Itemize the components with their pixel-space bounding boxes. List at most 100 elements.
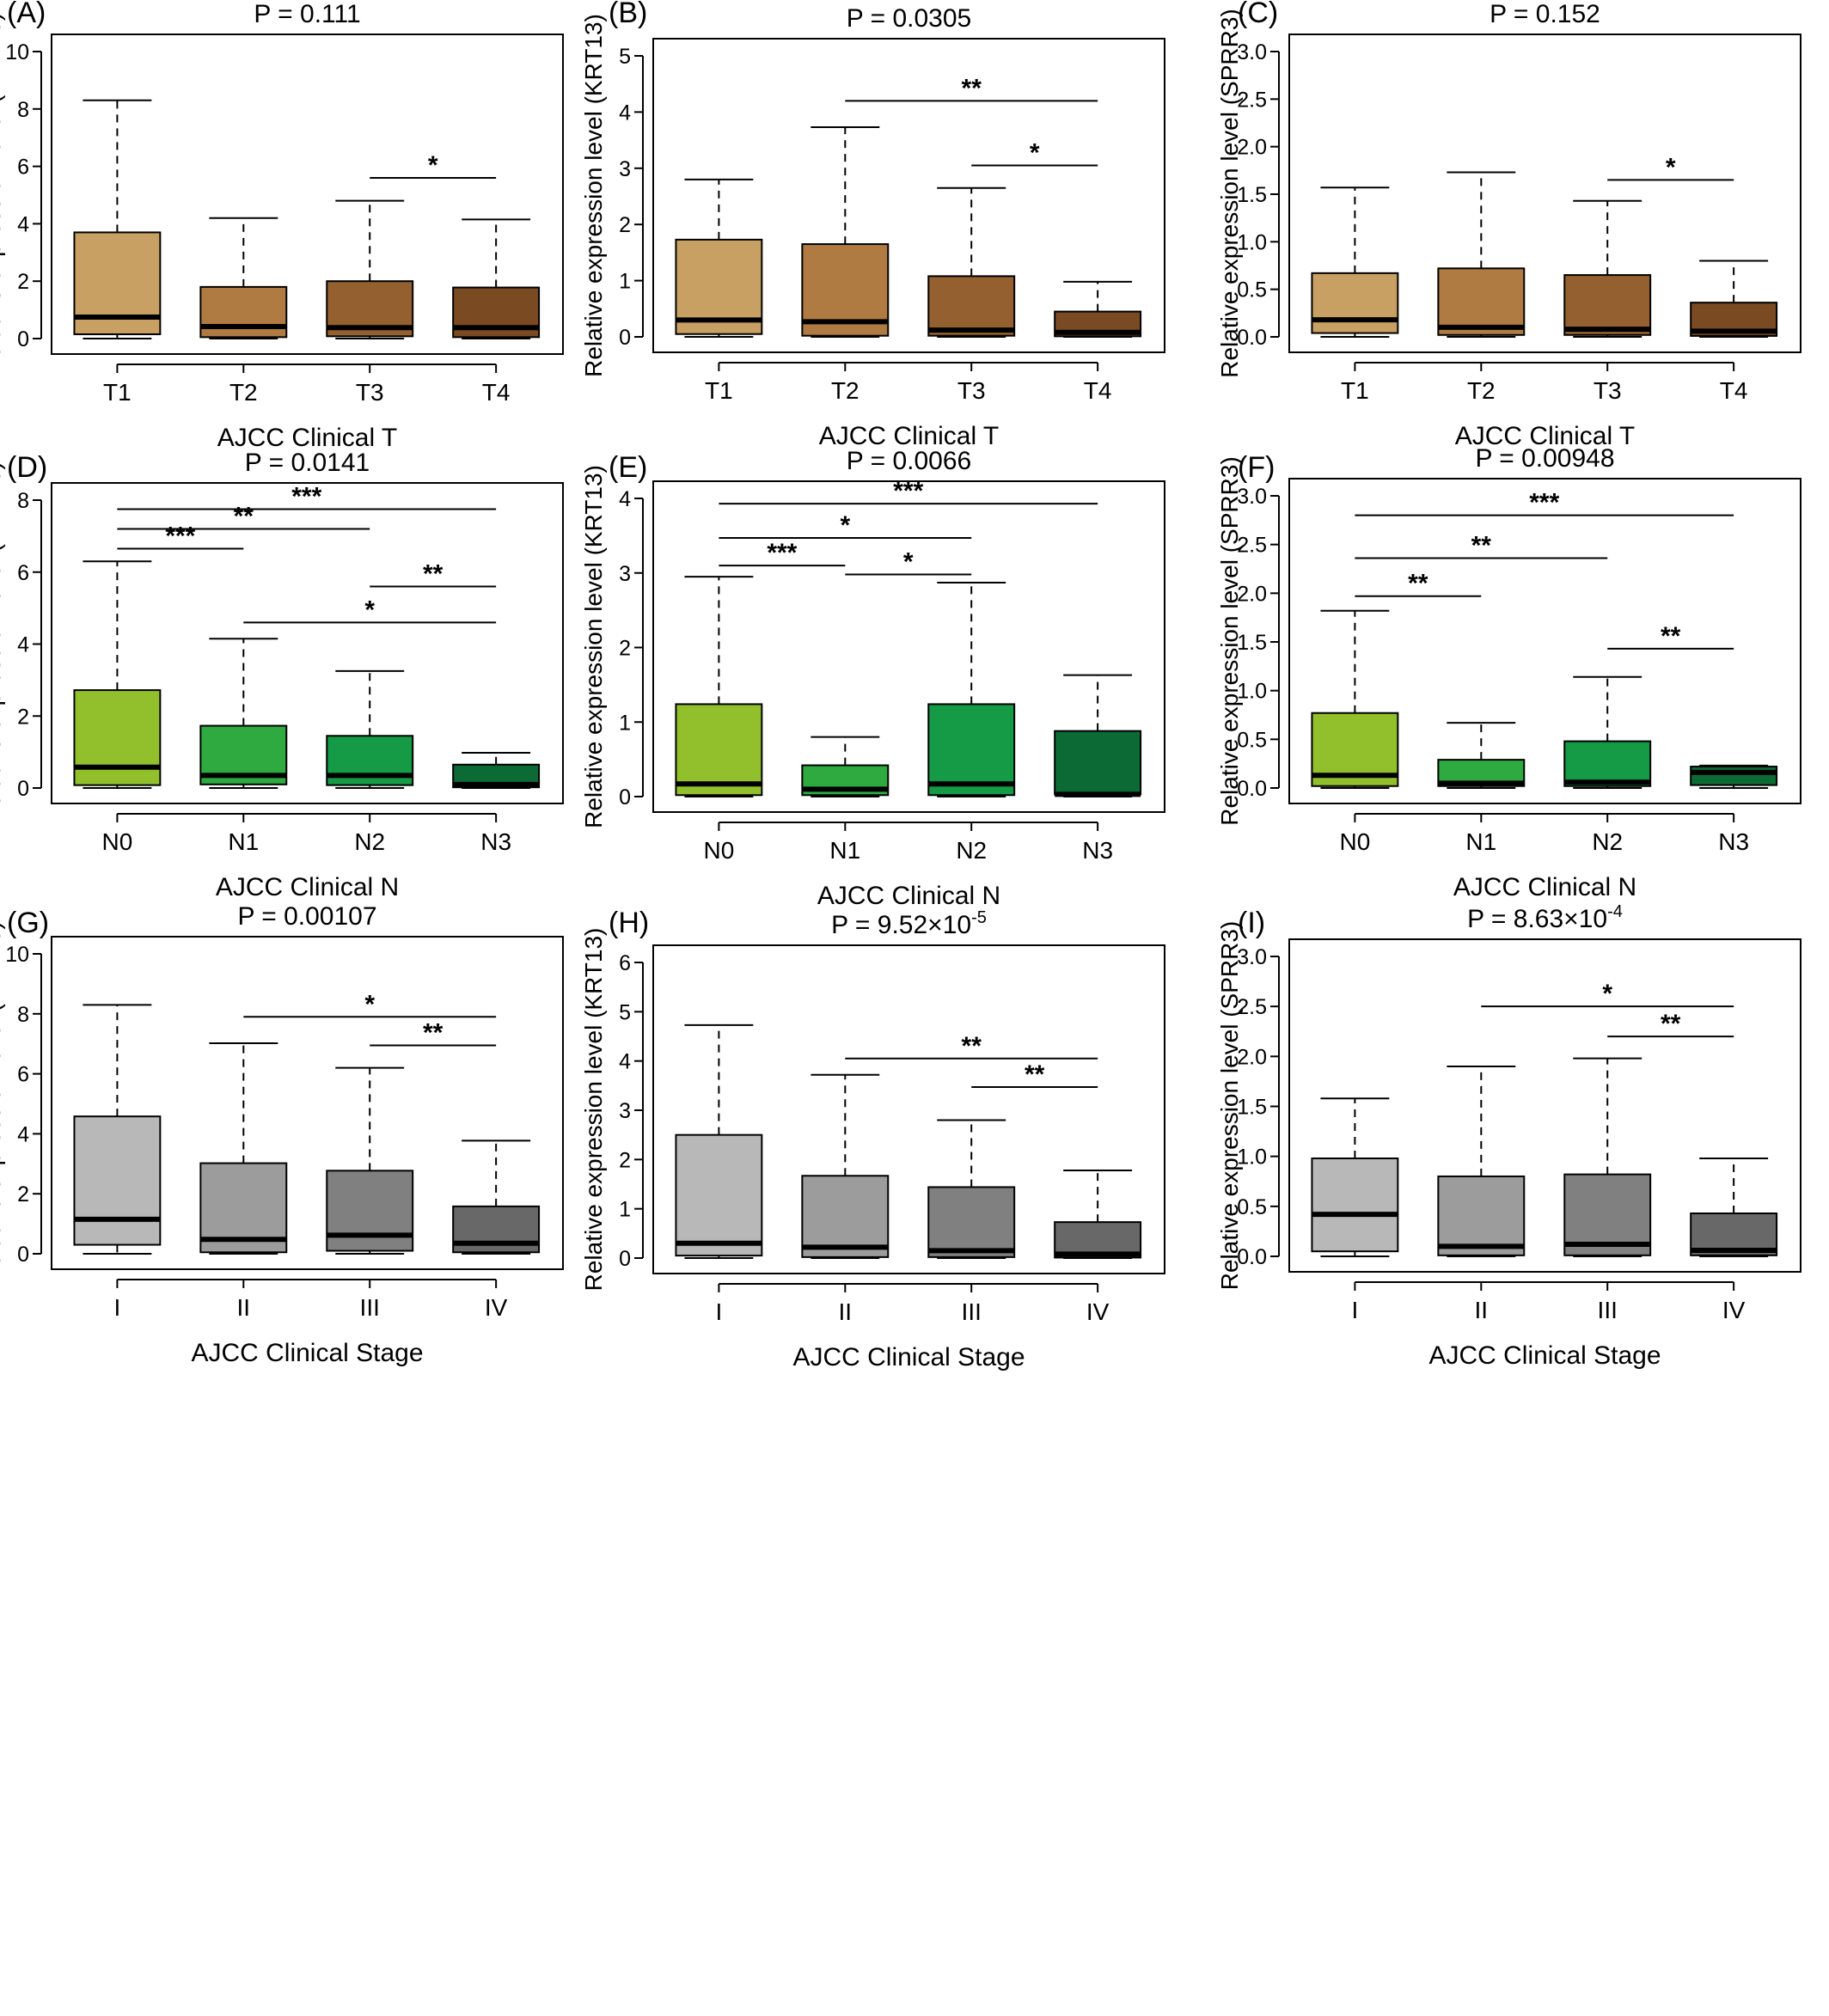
panel-title: P = 0.0141: [245, 449, 370, 477]
box-n3: [1054, 674, 1142, 797]
y-tick-label: 2.0: [1237, 582, 1267, 606]
box-i: [73, 1004, 162, 1255]
box-t2: [801, 126, 890, 338]
panel-b: (B) P = 0.0305 0 1 2 3 4 5 Relative expression l…: [580, 0, 1165, 450]
significance-label: ***: [767, 539, 797, 567]
y-tick-label: 5: [619, 45, 631, 69]
x-tick-label: N2: [354, 828, 385, 855]
significance-label: ***: [165, 522, 195, 551]
y-tick-label: 2: [619, 637, 631, 661]
x-tick-label: N1: [228, 828, 259, 855]
box-t4: [1054, 280, 1142, 338]
box-iqr: [1311, 272, 1399, 334]
box-n2: [927, 582, 1016, 797]
y-tick-label: 0.0: [1237, 777, 1267, 801]
panel-d: (D) P = 0.0141 0 2 4 6 8 Relative expression le…: [0, 449, 564, 901]
box-t2: [199, 217, 288, 339]
significance-label: **: [962, 74, 982, 102]
y-axis-label: Relative expression level (KRT13): [580, 465, 607, 828]
box-iii: [927, 1119, 1016, 1259]
y-tick-label: 1.0: [1237, 1145, 1267, 1170]
panel-f: (F) P = 0.00948 0.0 0.5 1.0 1.5 2.0 2.5 3.0Relat…: [1216, 444, 1801, 901]
panel-title: P = 0.111: [254, 0, 360, 28]
box-iii: [326, 1066, 414, 1255]
y-tick-label: 4: [17, 212, 29, 236]
x-tick-label: II: [1475, 1297, 1489, 1323]
panel-c: (C) P = 0.152 0.0 0.5 1.0 1.5 2.0 2.5 3.0Relativ…: [1216, 0, 1801, 450]
x-tick-label: N0: [703, 837, 734, 864]
plot-frame: [652, 480, 1165, 813]
x-tick-label: N2: [956, 837, 987, 864]
y-tick-label: 10: [5, 943, 29, 967]
y-tick-label: 0.5: [1237, 1195, 1267, 1219]
y-tick-label: 8: [17, 489, 29, 513]
x-axis-label: AJCC Clinical T: [217, 424, 398, 452]
y-tick-label: 6: [17, 156, 29, 180]
significance-label: ***: [1529, 489, 1559, 517]
x-axis-label: AJCC Clinical T: [819, 422, 1000, 450]
x-tick-label: N3: [1082, 837, 1113, 864]
x-tick-label: III: [962, 1298, 982, 1325]
box-iqr: [801, 1175, 890, 1258]
panel-title: P = 0.00107: [237, 902, 376, 931]
box-iqr: [199, 285, 288, 339]
y-tick-label: 3: [619, 1099, 631, 1123]
title-text: P = 8.63×10: [1467, 905, 1607, 933]
title-exponent: -4: [1607, 902, 1623, 921]
y-axis-label: Relative expression level (KRT78): [0, 461, 5, 825]
box-t1: [1311, 186, 1399, 338]
y-tick-label: 10: [5, 40, 29, 64]
y-tick-label: 1: [619, 711, 631, 735]
y-tick-label: 0.5: [1237, 278, 1267, 302]
y-tick-label: 2: [619, 213, 631, 237]
y-tick-label: 4: [619, 101, 631, 125]
box-n1: [1437, 722, 1526, 789]
y-tick-label: 5: [619, 1000, 631, 1024]
title-text: P = 0.0305: [847, 4, 971, 33]
y-tick-label: 2.5: [1237, 88, 1267, 112]
y-tick-label: 0: [619, 1247, 631, 1271]
x-tick-label: N0: [101, 828, 132, 855]
x-tick-label: T3: [356, 379, 384, 406]
plot-frame: [1288, 478, 1801, 804]
plot-frame: [652, 38, 1165, 353]
title-text: P = 0.00948: [1475, 444, 1614, 473]
significance-label: **: [962, 1032, 982, 1060]
box-t1: [73, 99, 162, 339]
significance-label: *: [1666, 153, 1676, 181]
panel-letter: (C): [1238, 0, 1278, 29]
y-tick-label: 2.5: [1237, 995, 1267, 1019]
panel-e: (E) P = 0.0066 0 1 2 3 4 Relative expression le…: [580, 447, 1165, 910]
box-iqr: [1563, 274, 1652, 336]
significance-label: *: [1602, 980, 1612, 1008]
panel-h: (H) P = 9.52×10-5 0 1 2 3 4 5 6 Relative expressi…: [580, 907, 1165, 1371]
y-tick-label: 1.0: [1237, 230, 1267, 254]
y-tick-label: 3.0: [1237, 40, 1267, 64]
box-iqr: [1054, 730, 1142, 796]
y-tick-label: 2: [17, 705, 29, 729]
panel-letter: (D): [7, 451, 47, 484]
box-iqr: [675, 1133, 763, 1257]
box-iqr: [675, 703, 763, 797]
plot-frame: [51, 936, 564, 1270]
x-tick-label: II: [839, 1298, 853, 1325]
box-iqr: [927, 1186, 1016, 1258]
box-n2: [326, 669, 414, 789]
box-t3: [1563, 199, 1652, 338]
box-iqr: [73, 689, 162, 786]
x-tick-label: I: [716, 1298, 723, 1325]
box-iv: [452, 1139, 541, 1255]
y-tick-label: 0: [619, 785, 631, 809]
y-axis-label: Relative expression level (KRT78): [0, 921, 5, 1285]
y-tick-label: 2: [17, 1182, 29, 1207]
title-text: P = 0.111: [254, 0, 360, 28]
title-text: P = 0.00107: [237, 902, 376, 931]
box-n2: [1563, 675, 1652, 789]
plot-frame: [51, 482, 564, 804]
x-tick-label: N1: [829, 837, 860, 864]
significance-label: **: [234, 503, 254, 531]
y-tick-label: 0.0: [1237, 326, 1267, 350]
y-tick-label: 3.0: [1237, 945, 1267, 969]
significance-label: **: [423, 560, 443, 589]
